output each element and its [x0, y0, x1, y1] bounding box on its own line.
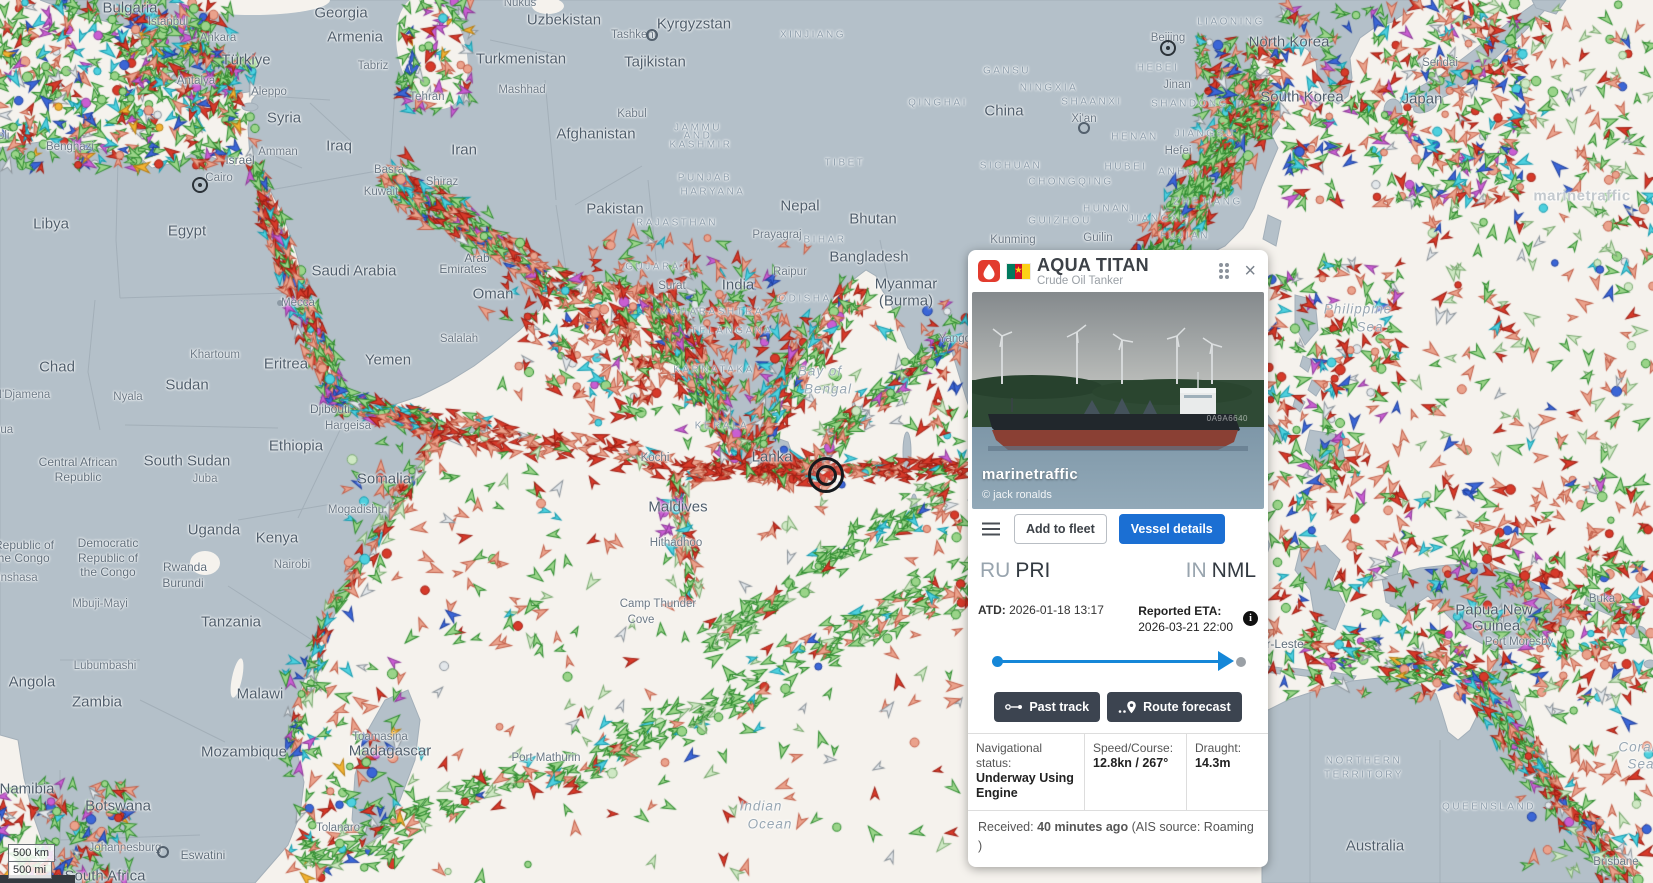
progress-destination-dot [1236, 657, 1246, 667]
origin-port[interactable]: RU PRI [980, 559, 1051, 582]
info-icon[interactable]: i [1243, 610, 1258, 626]
vessel-name: AQUA TITAN [1037, 254, 1149, 275]
vessel-popup-header: ★ AQUA TITAN Crude Oil Tanker × [968, 250, 1268, 292]
selected-vessel-marker[interactable] [808, 457, 844, 493]
progress-line [1000, 660, 1224, 663]
map-attribution-bar [0, 875, 75, 883]
vessel-type: Crude Oil Tanker [1037, 274, 1124, 287]
add-to-fleet-button[interactable]: Add to fleet [1014, 514, 1107, 544]
city-dot-marker [277, 300, 283, 306]
vessel-photo[interactable]: marinetraffic © jack ronalds 0A9A6640 [972, 292, 1264, 509]
route-row: RU PRI IN NML [968, 549, 1268, 593]
nav-status-cell: Navigational status: Underway Using Engi… [976, 741, 1074, 800]
tanker-type-icon [978, 260, 1000, 282]
photo-credit: © jack ronalds [982, 489, 1052, 501]
destination-port[interactable]: IN NML [1185, 559, 1256, 582]
map-scale-control[interactable]: 500 km 500 mi [8, 844, 56, 879]
received-status: Received: 40 minutes ago (AIS source: Ro… [968, 810, 1268, 863]
city-bullseye-marker [1160, 40, 1176, 56]
photo-id: 0A9A6640 [1206, 414, 1248, 423]
drag-grid-icon[interactable] [1219, 263, 1230, 279]
photo-watermark: marinetraffic [982, 466, 1079, 483]
city-dot-marker [1078, 122, 1090, 134]
atd-text: ATD: 2026-01-18 13:17 [978, 603, 1104, 617]
city-dot-marker [157, 846, 169, 858]
past-track-button[interactable]: Past track [994, 692, 1101, 722]
track-buttons-row: Past track Route forecast [968, 681, 1268, 733]
progress-origin-dot [992, 656, 1003, 667]
scale-mi[interactable]: 500 mi [8, 862, 53, 879]
progress-vessel-arrow-icon [1218, 651, 1234, 671]
route-forecast-button[interactable]: Route forecast [1107, 692, 1242, 722]
route-forecast-icon [1118, 700, 1136, 713]
menu-icon[interactable] [982, 527, 1000, 531]
past-track-icon [1005, 704, 1023, 710]
speed-course-cell: Speed/Course: 12.8kn / 267° [1084, 734, 1186, 810]
eta-text: Reported ETA: 2026-03-21 22:00 [1138, 604, 1233, 634]
vessel-title-block: AQUA TITAN Crude Oil Tanker [1037, 254, 1212, 287]
city-dot-marker [646, 29, 658, 41]
cameroon-flag-icon: ★ [1007, 263, 1031, 279]
vessel-details-button[interactable]: Vessel details [1118, 514, 1225, 544]
draught-cell: Draught: 14.3m [1186, 734, 1268, 810]
scale-km[interactable]: 500 km [8, 844, 56, 862]
voyage-progress-bar [968, 643, 1268, 681]
vessel-popup: ★ AQUA TITAN Crude Oil Tanker × [968, 250, 1268, 867]
vessel-photo-image [972, 292, 1264, 509]
city-bullseye-marker [192, 177, 208, 193]
times-row: ATD: 2026-01-18 13:17 Reported ETA: 2026… [968, 593, 1268, 643]
close-icon[interactable]: × [1244, 260, 1256, 282]
vessel-details-grid: Navigational status: Underway Using Engi… [968, 733, 1268, 810]
popup-actions-row: Add to fleet Vessel details [968, 509, 1268, 549]
